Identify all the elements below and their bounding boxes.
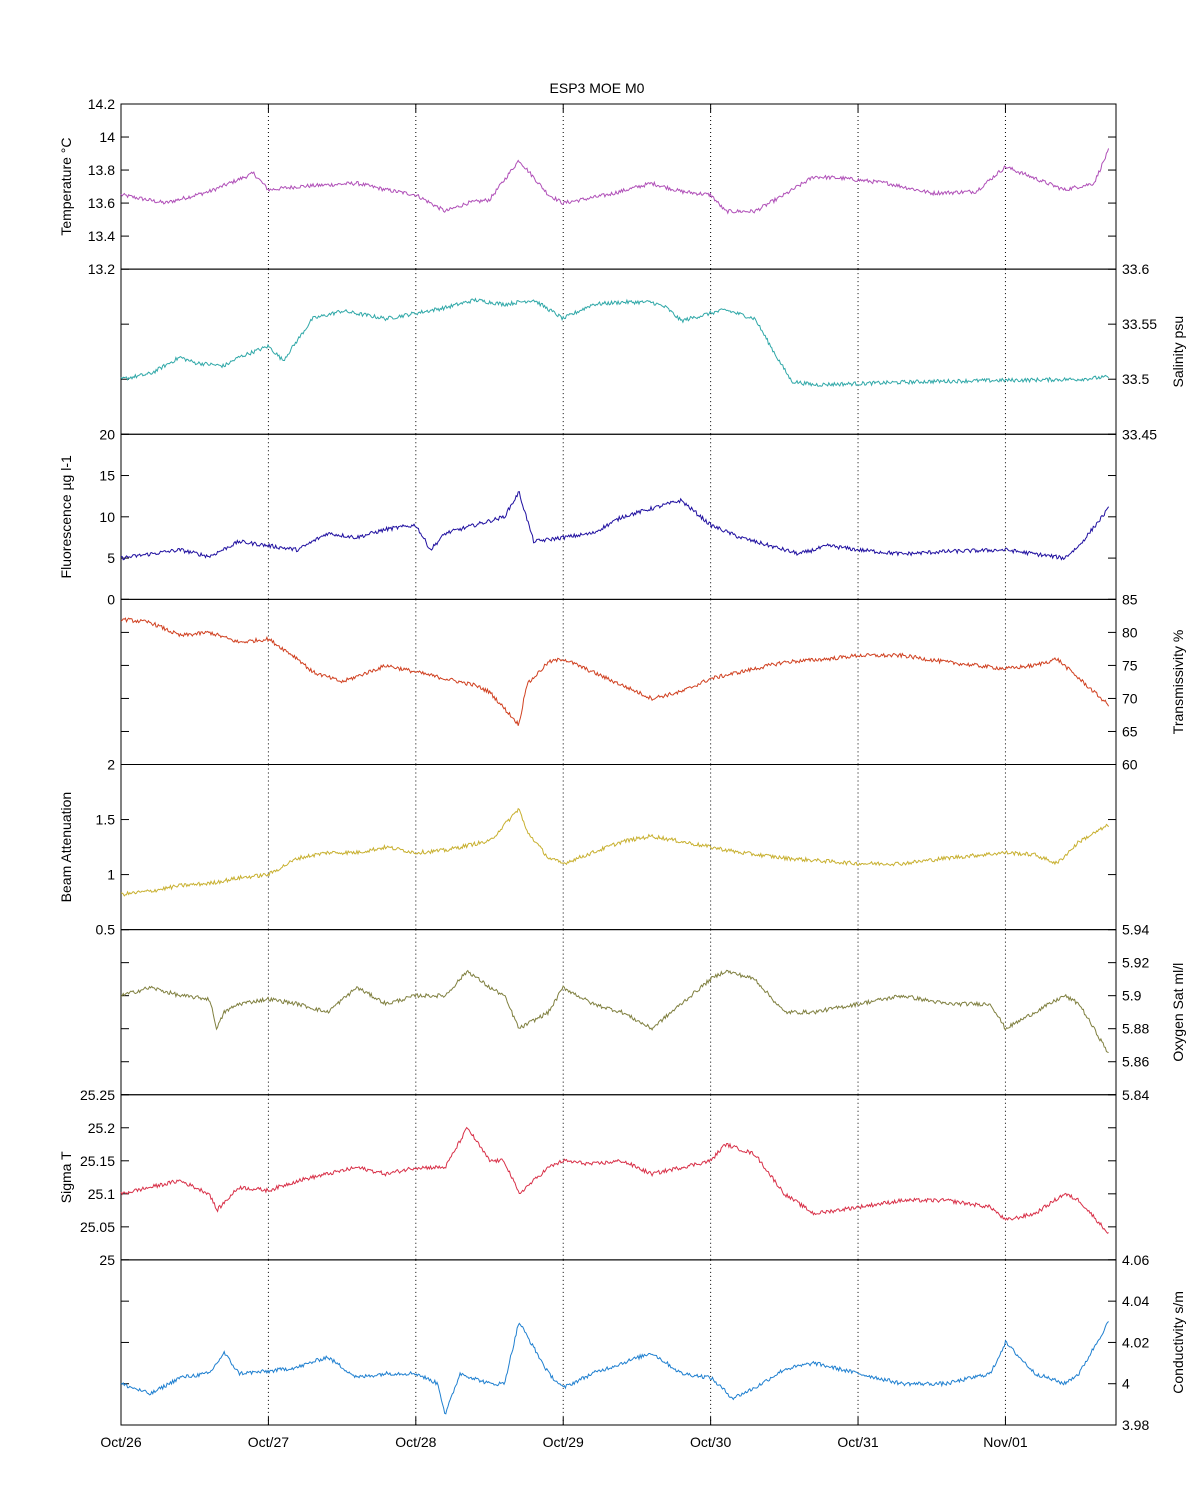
series-line — [120, 148, 1110, 215]
y-tick-label: 13.4 — [88, 228, 115, 244]
y-tick-label: 5.84 — [1122, 1087, 1149, 1103]
y-tick-label: 80 — [1122, 624, 1138, 640]
y-tick-label: 33.55 — [1122, 316, 1157, 332]
y-tick-label: 25.2 — [88, 1120, 115, 1136]
panel-frame — [120, 103, 1117, 270]
y-tick-label: 75 — [1122, 657, 1138, 673]
y-tick-label: 3.98 — [1122, 1417, 1149, 1433]
y-tick-label: 33.45 — [1122, 426, 1157, 442]
y-tick-label: 70 — [1122, 690, 1138, 706]
y-tick-label: 1.5 — [96, 812, 116, 828]
y-tick-label: 5.88 — [1122, 1021, 1149, 1037]
panel-frame — [120, 929, 1117, 1096]
y-tick-label: 60 — [1122, 757, 1138, 773]
panel-frame — [120, 598, 1117, 765]
y-tick-label: 65 — [1122, 723, 1138, 739]
chart-title: ESP3 MOE M0 — [550, 80, 645, 96]
y-axis-label: Transmissivity % — [1170, 630, 1186, 735]
y-tick-label: 33.6 — [1122, 261, 1149, 277]
y-tick-label: 14 — [99, 129, 115, 145]
x-tick-label: Oct/28 — [395, 1434, 436, 1450]
panel-frame — [120, 1094, 1117, 1261]
panel-frame — [120, 1259, 1117, 1426]
y-axis-label: Sigma T — [58, 1151, 74, 1203]
y-tick-label: 13.8 — [88, 162, 115, 178]
x-tick-label: Oct/26 — [100, 1434, 141, 1450]
y-axis-label: Salinity psu — [1170, 316, 1186, 388]
y-axis-label: Beam Attenuation — [58, 792, 74, 903]
series-line — [120, 1321, 1109, 1415]
y-tick-label: 5.9 — [1122, 988, 1142, 1004]
y-tick-label: 0 — [107, 591, 115, 607]
y-tick-label: 4.04 — [1122, 1293, 1149, 1309]
y-axis-label: Conductivity s/m — [1170, 1291, 1186, 1394]
y-tick-label: 25.25 — [80, 1087, 115, 1103]
y-tick-label: 13.6 — [88, 195, 115, 211]
y-tick-label: 5 — [107, 550, 115, 566]
y-tick-label: 33.5 — [1122, 371, 1149, 387]
x-tick-label: Oct/27 — [248, 1434, 289, 1450]
x-tick-label: Oct/29 — [543, 1434, 584, 1450]
y-tick-label: 25 — [99, 1252, 115, 1268]
y-tick-label: 13.2 — [88, 261, 115, 277]
y-axis-label: Temperature °C — [58, 137, 74, 235]
y-tick-label: 85 — [1122, 591, 1138, 607]
y-tick-label: 5.92 — [1122, 955, 1149, 971]
y-tick-label: 20 — [99, 426, 115, 442]
panel-frame — [120, 433, 1117, 600]
x-tick-label: Nov/01 — [983, 1434, 1028, 1450]
y-axis-label: Oxygen Sat ml/l — [1170, 963, 1186, 1062]
y-tick-label: 25.1 — [88, 1186, 115, 1202]
y-tick-label: 5.86 — [1122, 1054, 1149, 1070]
panel-frame — [120, 764, 1117, 931]
x-tick-label: Oct/30 — [690, 1434, 731, 1450]
y-tick-label: 25.05 — [80, 1219, 115, 1235]
y-tick-label: 15 — [99, 468, 115, 484]
y-tick-label: 2 — [107, 757, 115, 773]
y-tick-label: 4.02 — [1122, 1334, 1149, 1350]
series-line — [120, 297, 1109, 388]
y-tick-label: 5.94 — [1122, 922, 1149, 938]
x-tick-label: Oct/31 — [837, 1434, 878, 1450]
y-axis-label: Fluorescence µg l-1 — [58, 455, 74, 578]
panel-frame — [120, 268, 1117, 435]
y-tick-label: 14.2 — [88, 96, 115, 112]
y-tick-label: 10 — [99, 509, 115, 525]
series-line — [120, 617, 1110, 726]
series-line — [120, 807, 1109, 897]
y-tick-label: 25.15 — [80, 1153, 115, 1169]
y-tick-label: 4 — [1122, 1376, 1130, 1392]
series-line — [120, 490, 1110, 561]
y-tick-label: 1 — [107, 867, 115, 883]
series-line — [120, 1126, 1109, 1234]
series-line — [120, 969, 1109, 1053]
y-tick-label: 0.5 — [96, 922, 116, 938]
y-tick-label: 4.06 — [1122, 1252, 1149, 1268]
